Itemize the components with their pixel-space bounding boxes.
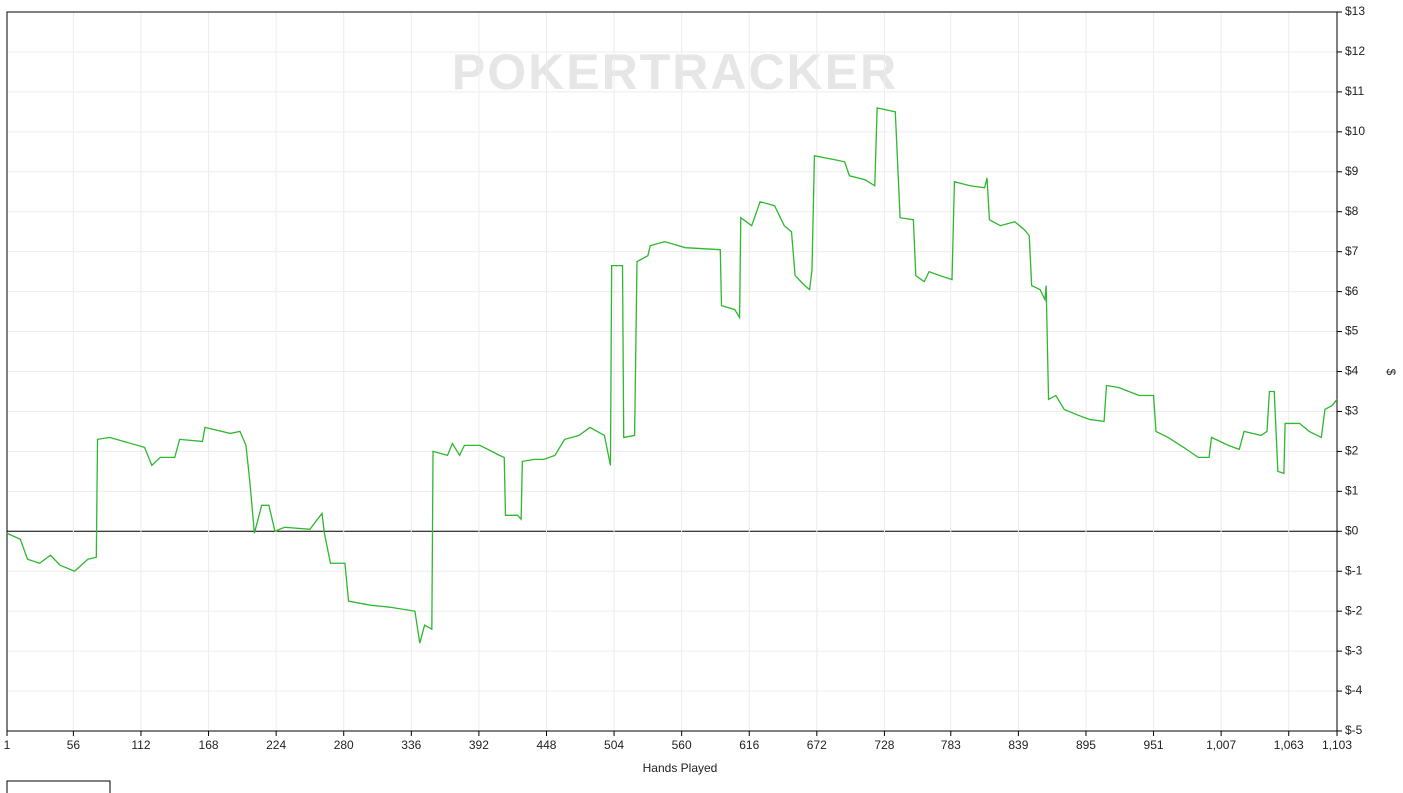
watermark: POKERTRACKER <box>452 44 898 100</box>
x-tick-label: 56 <box>67 738 81 752</box>
y-tick-label: $13 <box>1345 4 1365 18</box>
y-tick-label: $-1 <box>1345 563 1363 577</box>
x-tick-label: 1,007 <box>1206 738 1236 752</box>
y-tick-label: $10 <box>1345 124 1365 138</box>
y-tick-label: $-4 <box>1345 683 1363 697</box>
x-tick-label: 1,063 <box>1274 738 1304 752</box>
y-tick-label: $5 <box>1345 324 1359 338</box>
y-tick-label: $-3 <box>1345 643 1363 657</box>
y-tick-label: $-2 <box>1345 603 1363 617</box>
y-tick-label: $4 <box>1345 364 1359 378</box>
x-tick-label: 616 <box>739 738 759 752</box>
y-tick-label: $1 <box>1345 484 1359 498</box>
x-tick-label: 1,103 <box>1322 738 1352 752</box>
x-tick-label: 895 <box>1076 738 1096 752</box>
y-tick-label: $9 <box>1345 164 1359 178</box>
plot-frame <box>6 11 1338 732</box>
x-tick-label: 560 <box>672 738 692 752</box>
x-tick-label: 112 <box>131 738 150 752</box>
x-tick-label: 504 <box>604 738 624 752</box>
y-axis-label: $ <box>1384 369 1398 376</box>
x-tick-label: 336 <box>401 738 421 752</box>
y-tick-label: $8 <box>1345 204 1359 218</box>
x-tick-label: 1 <box>4 738 11 752</box>
y-tick-label: $11 <box>1345 84 1364 98</box>
x-tick-label: 224 <box>266 738 286 752</box>
x-tick-label: 672 <box>807 738 827 752</box>
x-tick-label: 728 <box>874 738 894 752</box>
y-tick-label: $6 <box>1345 284 1359 298</box>
x-tick-label: 392 <box>469 738 489 752</box>
y-tick-label: $3 <box>1345 404 1359 418</box>
y-tick-label: $-5 <box>1345 723 1363 737</box>
x-tick-label: 839 <box>1008 738 1028 752</box>
y-tick-label: $7 <box>1345 244 1359 258</box>
x-tick-label: 783 <box>941 738 961 752</box>
line <box>6 107 1338 644</box>
x-tick-label: 951 <box>1144 738 1164 752</box>
y-tick-label: $0 <box>1345 523 1359 537</box>
legend-box <box>6 780 111 793</box>
y-tick-label: $2 <box>1345 444 1359 458</box>
x-tick-label: 448 <box>536 738 556 752</box>
y-tick-label: $12 <box>1345 44 1365 58</box>
x-axis-label: Hands Played <box>643 761 718 775</box>
x-tick-label: 280 <box>334 738 354 752</box>
x-tick-label: 168 <box>199 738 219 752</box>
